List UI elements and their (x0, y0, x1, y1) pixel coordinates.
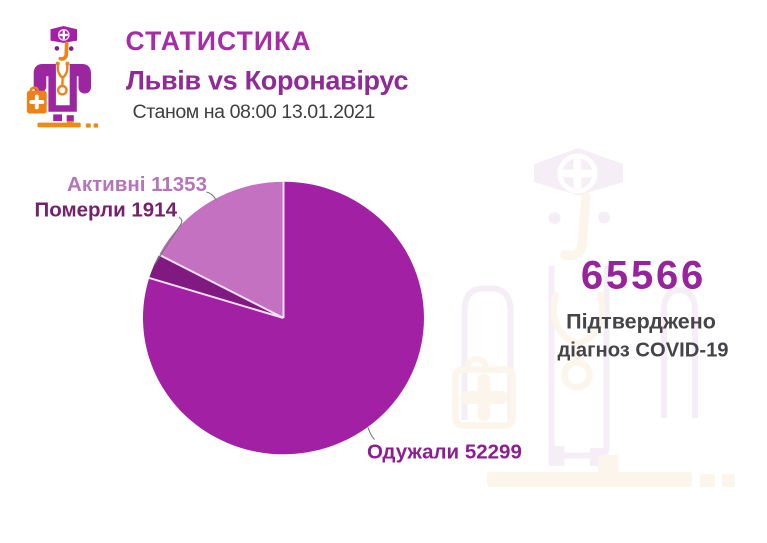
svg-text:діагноз COVID-19: діагноз COVID-19 (557, 340, 728, 362)
svg-text:Львів vs Коронавірус: Львів vs Коронавірус (126, 66, 408, 96)
svg-text:Одужали 52299: Одужали 52299 (367, 441, 522, 464)
svg-text:СТАТИСТИКА: СТАТИСТИКА (126, 26, 312, 56)
svg-text:Померли 1914: Померли 1914 (35, 199, 178, 222)
svg-text:Активні 11353: Активні 11353 (67, 173, 207, 196)
svg-text:65566: 65566 (581, 254, 706, 298)
svg-text:Станом на 08:00 13.01.2021: Станом на 08:00 13.01.2021 (133, 101, 375, 123)
svg-text:Підтверджено: Підтверджено (566, 310, 716, 334)
